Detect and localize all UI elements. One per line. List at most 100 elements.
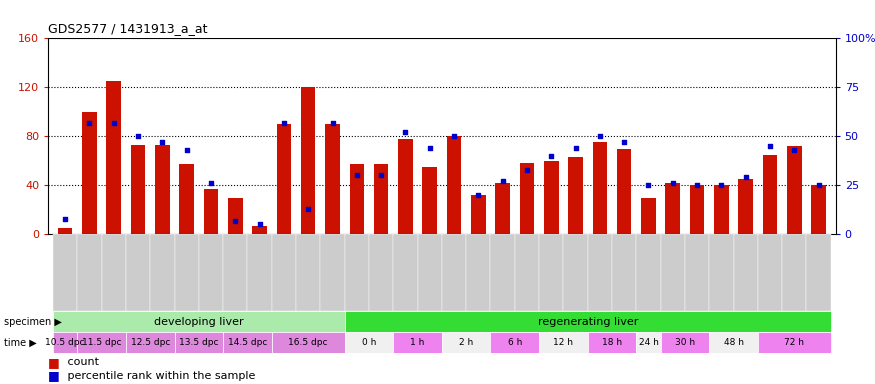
Text: 13.5 dpc: 13.5 dpc <box>179 338 219 347</box>
Bar <box>276 124 291 234</box>
Point <box>131 133 145 139</box>
Bar <box>466 234 491 311</box>
Bar <box>710 332 758 353</box>
Bar <box>811 185 826 234</box>
Bar <box>345 332 393 353</box>
Text: GDS2577 / 1431913_a_at: GDS2577 / 1431913_a_at <box>48 22 207 35</box>
Text: 48 h: 48 h <box>724 338 744 347</box>
Point <box>812 182 826 189</box>
Bar <box>320 234 345 311</box>
Text: regenerating liver: regenerating liver <box>537 316 638 327</box>
Bar <box>296 234 320 311</box>
Bar <box>666 183 680 234</box>
Point <box>495 178 509 184</box>
Bar <box>199 234 223 311</box>
Text: 16.5 dpc: 16.5 dpc <box>289 338 328 347</box>
Point <box>738 174 752 180</box>
Bar <box>179 164 194 234</box>
Point <box>204 180 218 186</box>
Bar <box>661 332 710 353</box>
Bar <box>539 332 588 353</box>
Bar <box>592 142 607 234</box>
Text: 14.5 dpc: 14.5 dpc <box>228 338 267 347</box>
Point <box>472 192 486 198</box>
Text: count: count <box>64 358 99 367</box>
Bar <box>636 234 661 311</box>
Text: 10.5 dpc: 10.5 dpc <box>46 338 85 347</box>
Bar <box>588 234 612 311</box>
Text: 6 h: 6 h <box>507 338 522 347</box>
Point <box>569 145 583 151</box>
Bar <box>374 164 388 234</box>
Point <box>350 172 364 179</box>
Bar <box>326 124 340 234</box>
Text: specimen ▶: specimen ▶ <box>4 316 62 327</box>
Bar <box>442 332 491 353</box>
Text: 2 h: 2 h <box>459 338 473 347</box>
Point <box>666 180 680 186</box>
Bar <box>393 234 417 311</box>
Bar <box>252 226 267 234</box>
Bar <box>77 234 102 311</box>
Bar <box>782 234 807 311</box>
Bar <box>82 112 97 234</box>
Text: 18 h: 18 h <box>602 338 622 347</box>
Bar <box>102 234 126 311</box>
Bar <box>442 234 466 311</box>
Point <box>520 167 534 173</box>
Bar <box>398 139 413 234</box>
Bar <box>248 234 272 311</box>
Bar <box>447 136 461 234</box>
Bar <box>393 332 442 353</box>
Bar <box>807 234 830 311</box>
Point <box>107 119 121 126</box>
Bar <box>204 189 218 234</box>
Bar <box>564 234 588 311</box>
Point <box>763 143 777 149</box>
Bar <box>174 332 223 353</box>
Bar <box>345 234 369 311</box>
Bar <box>126 234 150 311</box>
Point <box>398 129 412 136</box>
Bar <box>369 234 393 311</box>
Text: time ▶: time ▶ <box>4 338 37 348</box>
Point <box>301 206 315 212</box>
Bar <box>223 332 272 353</box>
Bar <box>126 332 174 353</box>
Point <box>228 217 242 223</box>
Bar <box>349 164 364 234</box>
Point <box>82 119 96 126</box>
Bar <box>520 163 535 234</box>
Point <box>617 139 631 145</box>
Bar <box>568 157 583 234</box>
Point <box>447 133 461 139</box>
Point <box>690 182 704 189</box>
Point <box>156 139 170 145</box>
Point <box>179 147 193 153</box>
Bar <box>228 197 242 234</box>
Text: developing liver: developing liver <box>154 316 243 327</box>
Point <box>374 172 388 179</box>
Bar <box>588 332 636 353</box>
Point <box>641 182 655 189</box>
Bar <box>471 195 486 234</box>
Point <box>276 119 290 126</box>
Text: 12 h: 12 h <box>553 338 573 347</box>
Text: 30 h: 30 h <box>675 338 695 347</box>
Text: 0 h: 0 h <box>361 338 376 347</box>
Bar <box>539 234 564 311</box>
Point <box>58 215 72 222</box>
Bar <box>77 332 126 353</box>
Bar <box>733 234 758 311</box>
Bar <box>53 234 77 311</box>
Point <box>788 147 802 153</box>
Point <box>544 153 558 159</box>
Bar <box>53 332 77 353</box>
Bar <box>544 161 558 234</box>
Bar <box>272 234 296 311</box>
Bar <box>641 197 655 234</box>
Bar <box>636 332 661 353</box>
Bar <box>738 179 753 234</box>
Bar <box>690 185 704 234</box>
Text: 24 h: 24 h <box>639 338 658 347</box>
